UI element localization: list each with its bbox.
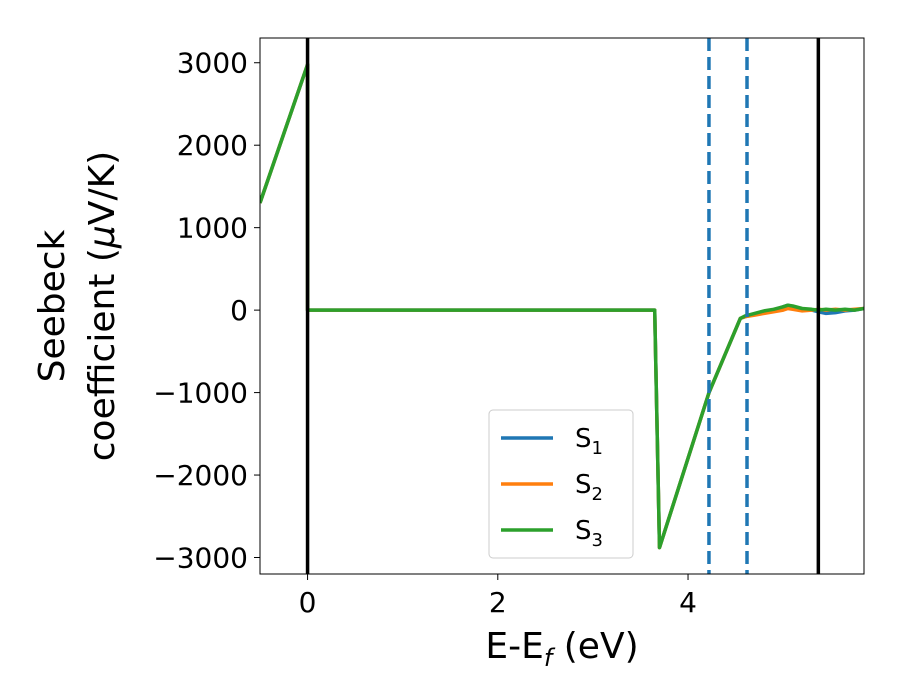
y-axis-label-line1: Seebeck	[32, 229, 73, 382]
legend-box	[488, 409, 634, 559]
y-tick-label-3: 0	[230, 294, 248, 327]
x-tick-label-0: 0	[299, 586, 317, 619]
x-tick-label-1: 2	[489, 586, 507, 619]
legend: S1 S2 S3	[488, 409, 634, 559]
legend-label-S1: S1	[575, 424, 603, 459]
y-tick-label-6: 3000	[177, 47, 248, 80]
y-tick-label-0: −3000	[153, 542, 248, 575]
series-line-S3	[260, 62, 864, 550]
y-axis-label-line2: coefficient (μV/K)	[82, 151, 123, 461]
plot-frame	[259, 37, 865, 575]
y-tick-label-1: −2000	[153, 459, 248, 492]
legend-label-S2: S2	[575, 470, 603, 505]
x-tick-label-2: 4	[679, 586, 697, 619]
x-axis-label: E-Ef (eV)	[485, 626, 638, 672]
axes: 0 2 4 −3000 −2000 −1000 0 1000 2000 3000 E-Ef (eV)…	[32, 37, 865, 672]
y-tick-label-2: −1000	[153, 377, 248, 410]
plot-content	[260, 38, 864, 574]
legend-label-S3: S3	[575, 516, 603, 551]
y-tick-label-5: 2000	[177, 129, 248, 162]
y-tick-label-4: 1000	[177, 212, 248, 245]
